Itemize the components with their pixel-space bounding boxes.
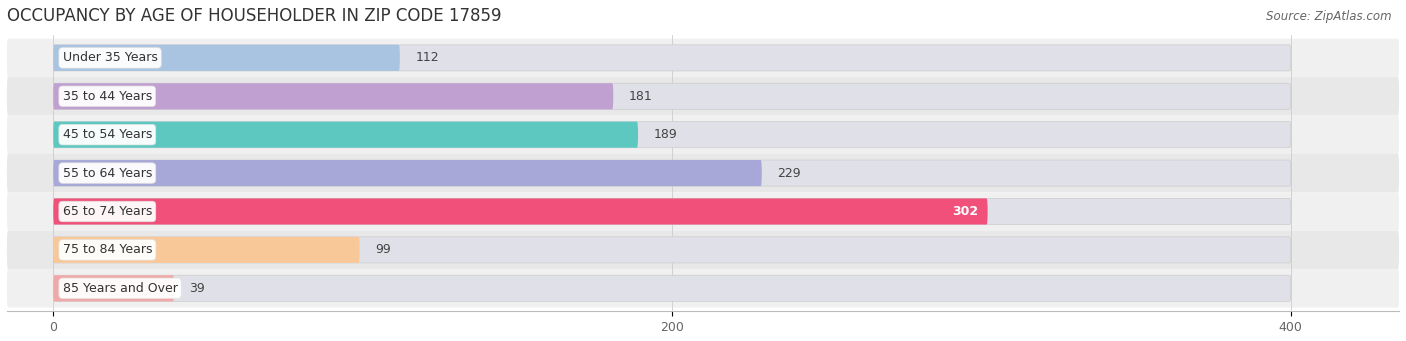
FancyBboxPatch shape xyxy=(53,198,1291,224)
FancyBboxPatch shape xyxy=(53,45,1291,71)
FancyBboxPatch shape xyxy=(53,160,1291,186)
Text: 189: 189 xyxy=(654,128,678,141)
Text: 99: 99 xyxy=(375,243,391,256)
FancyBboxPatch shape xyxy=(7,39,1399,77)
FancyBboxPatch shape xyxy=(7,192,1399,231)
Text: 181: 181 xyxy=(628,90,652,103)
Text: Source: ZipAtlas.com: Source: ZipAtlas.com xyxy=(1267,10,1392,23)
Text: Under 35 Years: Under 35 Years xyxy=(63,51,157,64)
Text: 35 to 44 Years: 35 to 44 Years xyxy=(63,90,152,103)
FancyBboxPatch shape xyxy=(53,275,174,301)
FancyBboxPatch shape xyxy=(7,116,1399,154)
FancyBboxPatch shape xyxy=(53,122,638,148)
Text: 85 Years and Over: 85 Years and Over xyxy=(63,282,177,295)
FancyBboxPatch shape xyxy=(53,198,987,224)
Text: OCCUPANCY BY AGE OF HOUSEHOLDER IN ZIP CODE 17859: OCCUPANCY BY AGE OF HOUSEHOLDER IN ZIP C… xyxy=(7,7,502,25)
FancyBboxPatch shape xyxy=(7,77,1399,116)
FancyBboxPatch shape xyxy=(53,275,1291,301)
FancyBboxPatch shape xyxy=(53,160,762,186)
FancyBboxPatch shape xyxy=(53,237,360,263)
FancyBboxPatch shape xyxy=(53,83,613,109)
FancyBboxPatch shape xyxy=(53,122,1291,148)
FancyBboxPatch shape xyxy=(7,269,1399,308)
FancyBboxPatch shape xyxy=(7,231,1399,269)
FancyBboxPatch shape xyxy=(53,237,1291,263)
Text: 55 to 64 Years: 55 to 64 Years xyxy=(63,167,152,180)
FancyBboxPatch shape xyxy=(53,83,1291,109)
Text: 229: 229 xyxy=(778,167,801,180)
Text: 39: 39 xyxy=(190,282,205,295)
Text: 45 to 54 Years: 45 to 54 Years xyxy=(63,128,152,141)
Text: 302: 302 xyxy=(952,205,979,218)
Text: 112: 112 xyxy=(415,51,439,64)
Text: 75 to 84 Years: 75 to 84 Years xyxy=(63,243,152,256)
Text: 65 to 74 Years: 65 to 74 Years xyxy=(63,205,152,218)
FancyBboxPatch shape xyxy=(7,154,1399,192)
FancyBboxPatch shape xyxy=(53,45,399,71)
